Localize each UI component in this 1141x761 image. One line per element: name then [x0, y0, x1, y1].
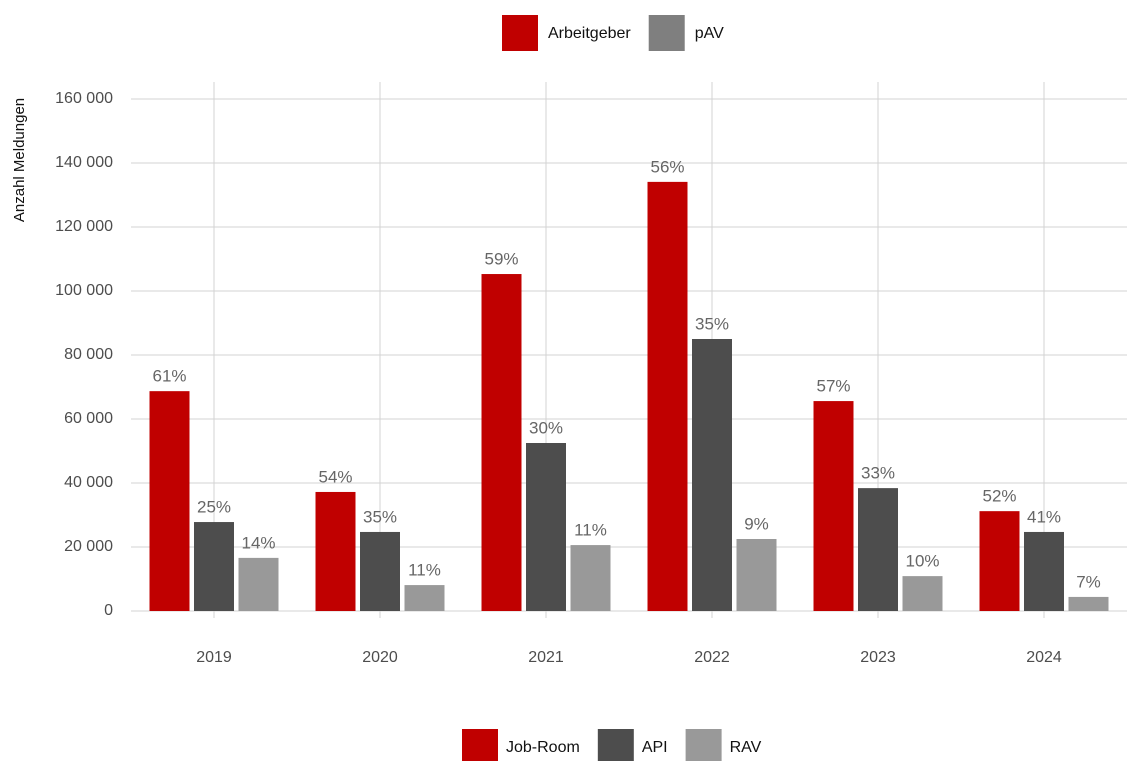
- bar-share-label: 30%: [529, 418, 563, 437]
- bar: [481, 274, 522, 611]
- y-tick-label: 160 000: [55, 90, 113, 107]
- bar: [979, 511, 1020, 611]
- bar: [570, 545, 611, 611]
- bar-share-label: 57%: [816, 377, 850, 396]
- y-tick-label: 40 000: [64, 474, 113, 491]
- bar-share-label: 54%: [318, 467, 352, 486]
- bar-share-label: 56%: [650, 157, 684, 176]
- legend-swatch: [597, 729, 634, 761]
- y-tick-label: 140 000: [55, 154, 113, 171]
- x-tick-label: 2022: [694, 649, 730, 666]
- bar: [902, 576, 943, 611]
- bar-share-label: 61%: [152, 367, 186, 386]
- y-axis-label: Anzahl Meldungen: [11, 98, 28, 222]
- bar-share-label: 35%: [695, 314, 729, 333]
- bar: [858, 488, 898, 611]
- bar-share-label: 35%: [363, 507, 397, 526]
- bar-share-label: 52%: [982, 487, 1016, 506]
- y-tick-label: 120 000: [55, 218, 113, 235]
- bar-share-label: 33%: [861, 464, 895, 483]
- legend-label: API: [642, 739, 668, 756]
- bar: [813, 401, 854, 611]
- legend-swatch: [648, 15, 685, 51]
- x-tick-label: 2021: [528, 649, 564, 666]
- bar-share-label: 41%: [1027, 507, 1061, 526]
- legend-label: Arbeitgeber: [548, 25, 631, 42]
- bar: [1024, 531, 1064, 611]
- bar: [692, 339, 732, 611]
- x-tick-label: 2023: [860, 649, 896, 666]
- x-tick-label: 2019: [196, 649, 232, 666]
- legend-label: pAV: [695, 25, 724, 42]
- bar: [647, 181, 688, 611]
- bar-share-label: 11%: [574, 521, 607, 540]
- bar-share-label: 9%: [744, 514, 769, 533]
- y-tick-label: 0: [104, 602, 113, 619]
- bar-share-label: 59%: [484, 250, 518, 269]
- y-tick-label: 100 000: [55, 282, 113, 299]
- bar: [194, 522, 234, 611]
- bar: [238, 557, 279, 611]
- bar: [736, 539, 777, 611]
- bar: [404, 585, 445, 611]
- legend-swatch: [462, 729, 498, 761]
- bar: [526, 443, 566, 611]
- x-tick-label: 2020: [362, 649, 398, 666]
- bar-share-label: 11%: [408, 561, 441, 580]
- bar: [360, 531, 400, 611]
- y-tick-label: 60 000: [64, 410, 113, 427]
- bar: [1068, 596, 1109, 611]
- bar-share-label: 25%: [197, 498, 231, 517]
- x-tick-label: 2024: [1026, 649, 1062, 666]
- bar: [315, 491, 356, 611]
- legend-swatch: [502, 15, 538, 51]
- bar-share-label: 10%: [905, 552, 939, 571]
- bar-share-label: 7%: [1076, 572, 1101, 591]
- legend-label: RAV: [730, 739, 762, 756]
- legend-label: Job-Room: [506, 739, 580, 756]
- bar-share-label: 14%: [241, 533, 275, 552]
- y-tick-label: 80 000: [64, 346, 113, 363]
- y-tick-label: 20 000: [64, 538, 113, 555]
- legend-swatch: [685, 729, 722, 761]
- bar: [149, 391, 190, 611]
